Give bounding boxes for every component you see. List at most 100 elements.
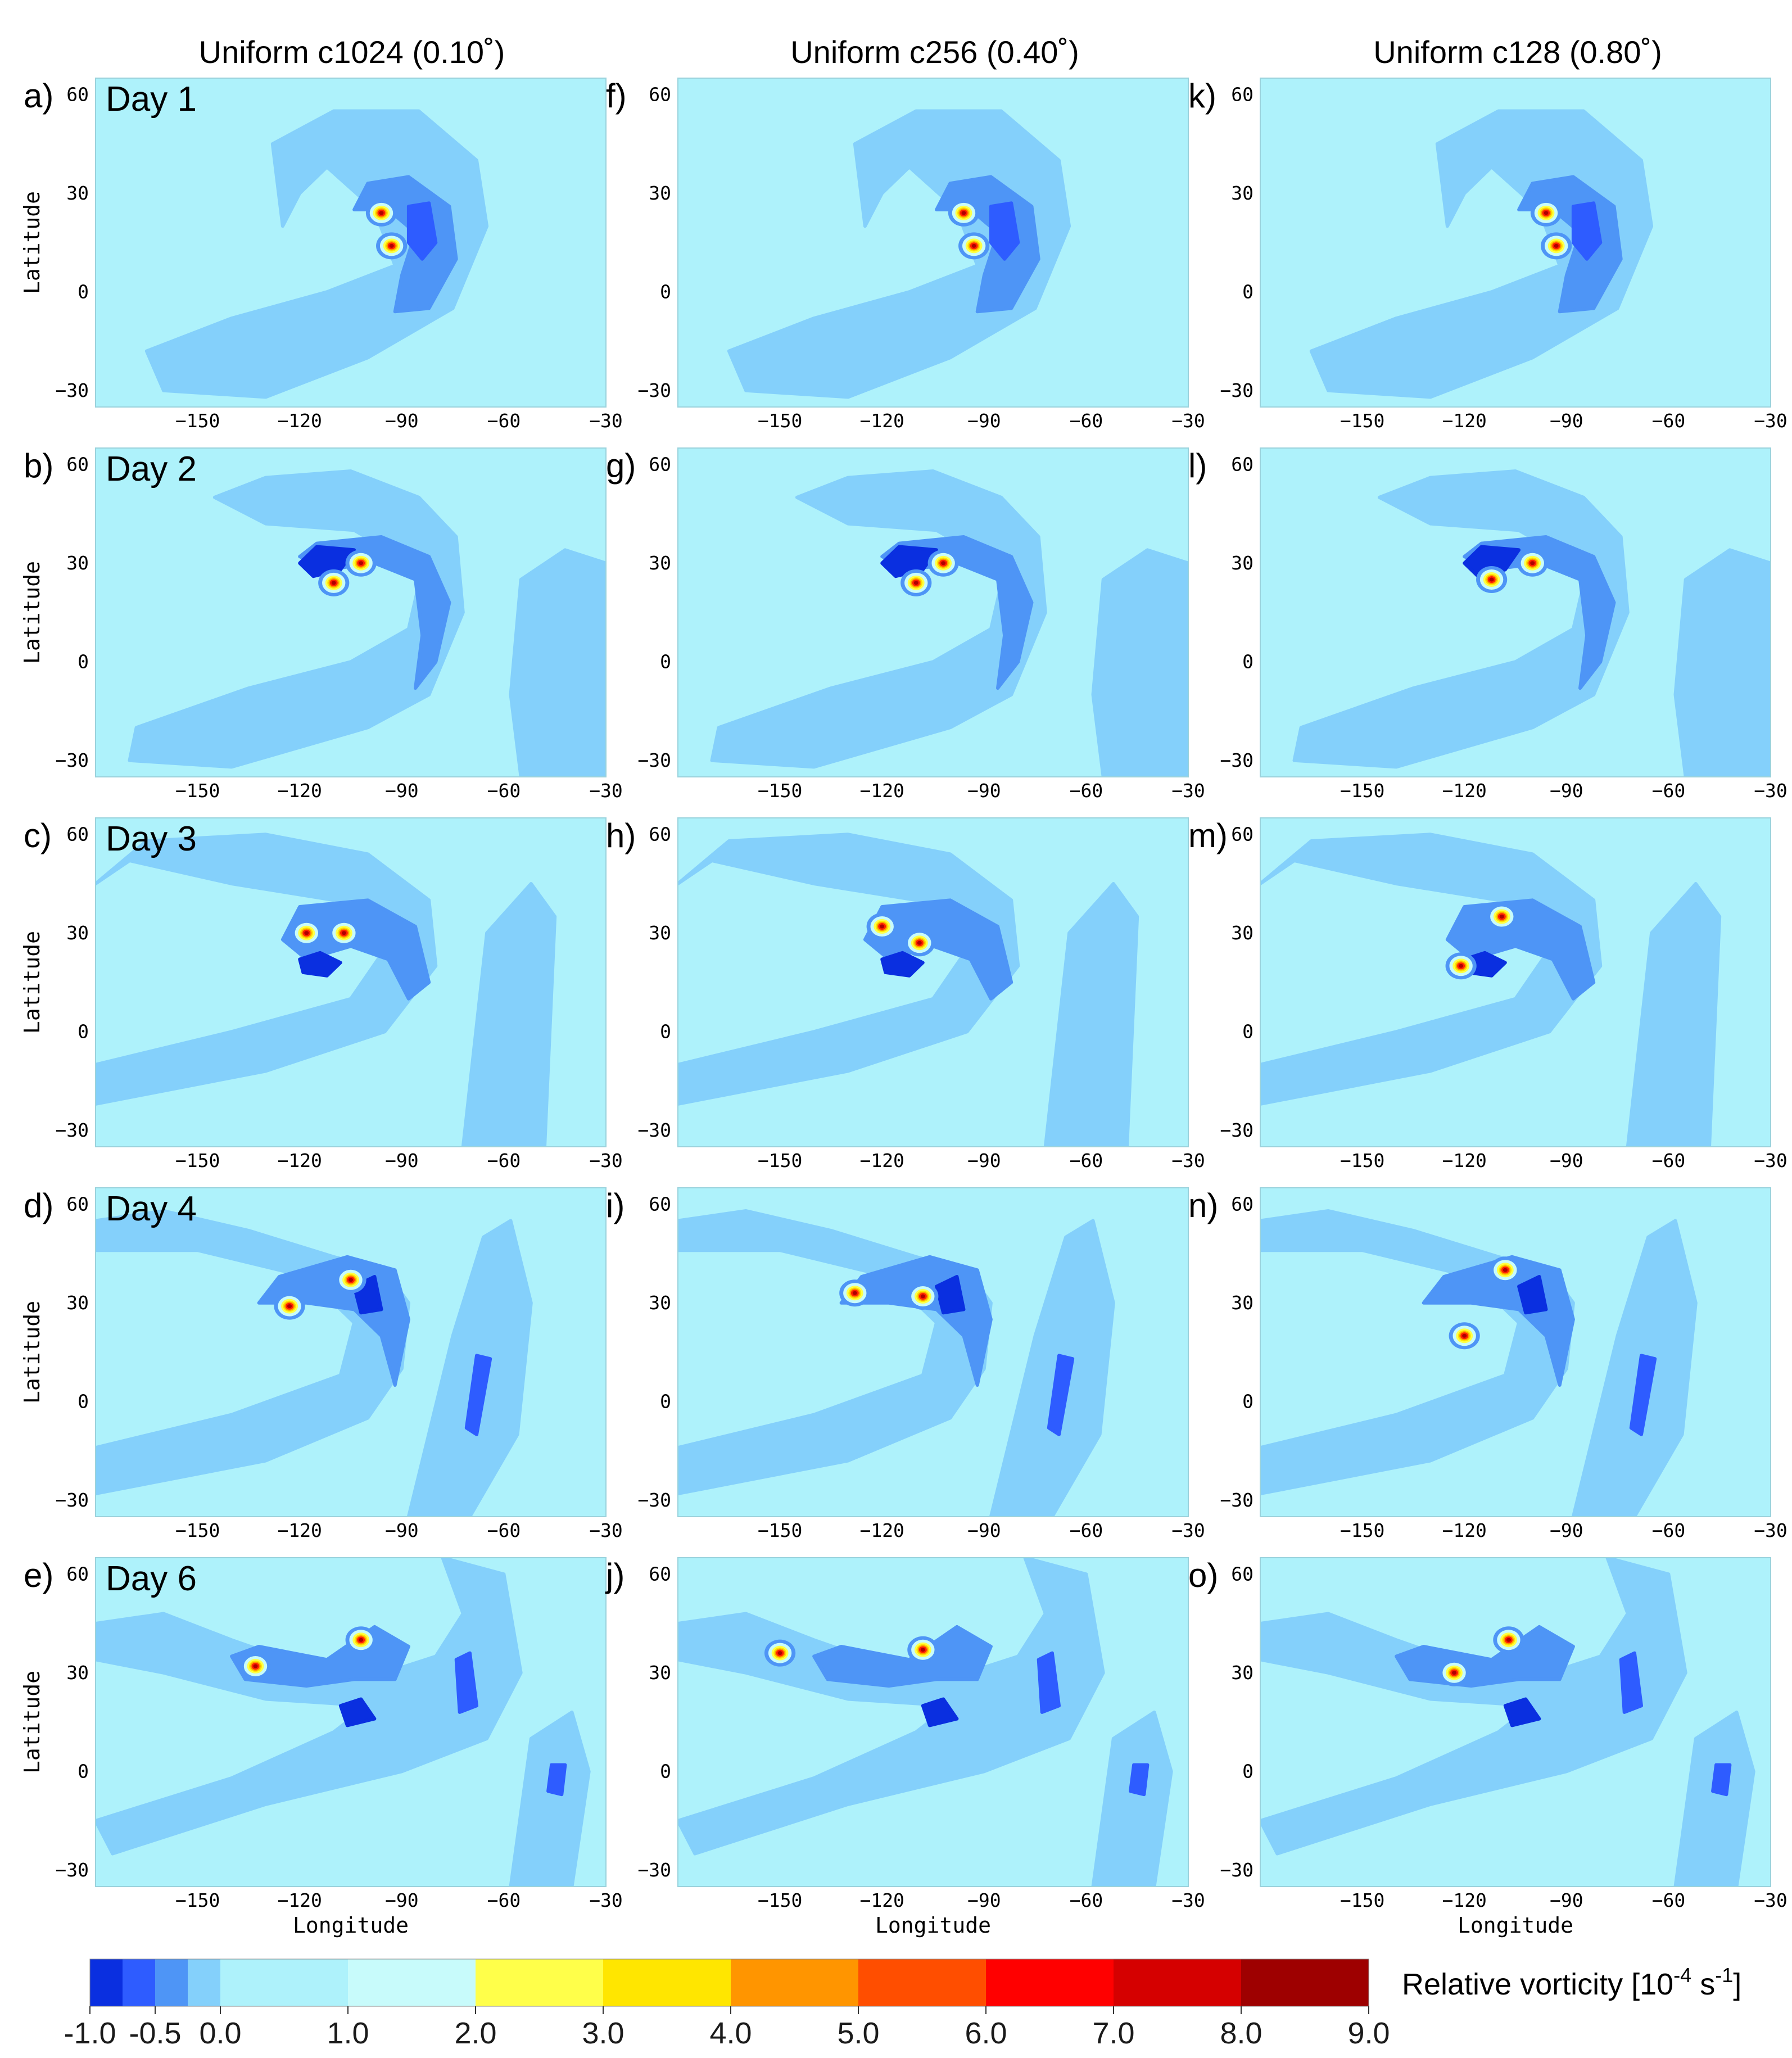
x-tick-label: −60: [1652, 1150, 1686, 1172]
panel-letter: d): [24, 1187, 53, 1224]
x-tick-label: −120: [277, 1519, 322, 1541]
colorbar-tick-label: 1.0: [327, 2016, 369, 2050]
plot-frame: [677, 1187, 1189, 1517]
x-tick-label: −60: [1652, 410, 1686, 432]
vorticity-band-4: [1629, 1354, 1657, 1436]
y-tick-label: 30: [649, 552, 671, 574]
x-tick-label: −30: [1171, 1150, 1205, 1172]
y-tick-label: −30: [1220, 1119, 1254, 1141]
plot-frame: [1260, 817, 1771, 1147]
colorbar: -1.0 -0.5 0.0 1.0 2.0 3.0 4.0 5.0 6.0 7.0 8.0 9.0 R…: [64, 1959, 1741, 2050]
colorbar-bin-3: [155, 1959, 188, 2006]
panel-a: 60 30 0 −30 −150 −120 −90 −60 −30 a) Day 1 Latitude: [20, 77, 623, 432]
colorbar-bin-2: [123, 1959, 155, 2006]
vortex-core-1: [948, 199, 980, 227]
x-tick-label: −60: [1070, 1889, 1103, 1911]
x-tick-label: −150: [758, 1150, 802, 1172]
vorticity-band-3: [1571, 201, 1603, 261]
y-tick-label: 60: [649, 1563, 671, 1585]
y-tick-label: 0: [78, 650, 89, 672]
colorbar-bin-13: [1241, 1959, 1369, 2006]
plot-frame: [95, 1187, 607, 1517]
colorbar-tick-label: -1.0: [64, 2016, 116, 2050]
vortex-core-2: [1449, 1322, 1480, 1350]
x-tick-label: −90: [967, 1150, 1001, 1172]
vorticity-band-3: [812, 1625, 993, 1688]
colorbar-frame: [89, 1959, 1369, 2007]
vortex-core-1: [345, 549, 377, 577]
colorbar-bin-7: [476, 1959, 603, 2006]
plot-frame: [95, 78, 607, 408]
vortex-core-2: [907, 1636, 939, 1663]
panel-letter: o): [1188, 1557, 1218, 1594]
y-tick-label: −30: [637, 1489, 671, 1511]
colorbar-tick-label: 4.0: [709, 2016, 752, 2050]
y-axis-label: Latitude: [20, 191, 44, 294]
y-tick-label: −30: [1220, 749, 1254, 771]
day-label: Day 3: [106, 820, 197, 858]
panel-l: 60 30 0 −30 −150 −120 −90 −60 −30 l): [1188, 447, 1788, 802]
x-tick-label: −120: [859, 1519, 904, 1541]
panel-o: 60 30 0 −30 −150 −120 −90 −60 −30 o) Longitude: [1188, 1557, 1788, 1938]
y-tick-label: 30: [66, 182, 89, 204]
x-tick-label: −120: [277, 1889, 322, 1911]
panel-letter: i): [606, 1187, 625, 1224]
plot-frame: [95, 447, 607, 777]
x-tick-label: −120: [277, 410, 322, 432]
x-tick-label: −90: [1550, 1150, 1583, 1172]
x-tick-label: −60: [1652, 780, 1686, 802]
y-tick-label: 60: [66, 823, 89, 845]
plot-area: [96, 1558, 606, 1887]
x-tick-label: −60: [1070, 780, 1103, 802]
panel-e: 60 30 0 −30 −150 −120 −90 −60 −30 e) Day 6 Latitude…: [20, 1557, 623, 1938]
y-tick-label: −30: [637, 1119, 671, 1141]
vorticity-band-2: [406, 1219, 533, 1517]
vorticity-band-2: [1626, 882, 1722, 1147]
y-tick-label: −30: [637, 749, 671, 771]
x-tick-label: −30: [1171, 410, 1205, 432]
vorticity-band-5: [338, 1697, 377, 1727]
vortex-core-1: [839, 1279, 871, 1307]
panel-k: 60 30 0 −30 −150 −120 −90 −60 −30 k): [1188, 77, 1788, 432]
x-tick-label: −90: [967, 410, 1001, 432]
x-tick-label: −90: [1550, 780, 1583, 802]
colorbar-bin-10: [858, 1959, 986, 2006]
x-tick-label: −150: [1340, 1150, 1384, 1172]
y-tick-label: 60: [1231, 1193, 1254, 1215]
y-tick-label: −30: [637, 379, 671, 401]
plot-frame: [1260, 78, 1771, 408]
plot-area: [678, 78, 1188, 407]
vortex-core-2: [1476, 566, 1508, 593]
y-tick-label: 30: [66, 1662, 89, 1684]
x-tick-label: −90: [1550, 1889, 1583, 1911]
x-tick-label: −60: [1652, 1889, 1686, 1911]
panel-g: 60 30 0 −30 −150 −120 −90 −60 −30 g): [606, 447, 1205, 802]
x-tick-label: −30: [1754, 1519, 1788, 1541]
vorticity-band-4: [464, 1354, 492, 1436]
y-tick-label: 0: [660, 1760, 671, 1782]
x-tick-label: −90: [1550, 410, 1583, 432]
x-tick-label: −30: [1171, 780, 1205, 802]
vortex-core-1: [239, 1653, 271, 1680]
y-tick-label: 30: [649, 1292, 671, 1314]
day-label: Day 1: [106, 80, 197, 119]
y-tick-label: 0: [1242, 1020, 1254, 1042]
plot-frame: [95, 1557, 607, 1887]
x-tick-label: −60: [487, 410, 521, 432]
vorticity-band-2: [461, 882, 557, 1147]
x-tick-label: −60: [487, 1889, 521, 1911]
x-tick-label: −120: [1442, 1889, 1486, 1911]
panel-m: 60 30 0 −30 −150 −120 −90 −60 −30 m): [1188, 817, 1788, 1172]
colorbar-tick-label: 8.0: [1220, 2016, 1262, 2050]
panel-letter: m): [1188, 817, 1228, 854]
plot-area: [678, 818, 1188, 1147]
y-axis-label: Latitude: [20, 1671, 44, 1774]
vortex-core-1: [927, 549, 959, 577]
vorticity-band-4: [298, 951, 342, 978]
panel-i: 60 30 0 −30 −150 −120 −90 −60 −30 i): [606, 1187, 1205, 1541]
plot-area: [1260, 818, 1771, 1147]
colorbar-bin-11: [986, 1959, 1114, 2006]
y-tick-label: 60: [649, 453, 671, 475]
plot-frame: [1260, 1557, 1771, 1887]
